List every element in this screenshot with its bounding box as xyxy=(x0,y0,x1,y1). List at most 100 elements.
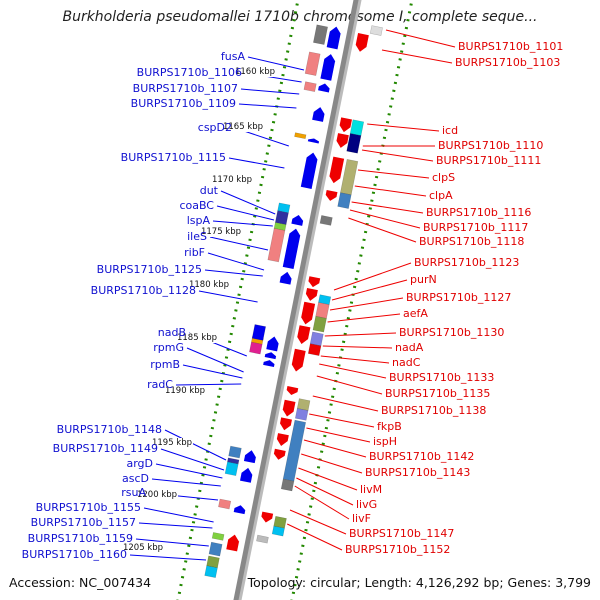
gene-label-left[interactable]: BURPS1710b_1106 xyxy=(136,66,242,79)
forward-gene-arrow[interactable] xyxy=(307,276,321,288)
gene-label-right[interactable]: nadA xyxy=(395,341,424,354)
gene-label-left[interactable]: ascD xyxy=(122,472,149,485)
gene-block[interactable] xyxy=(204,565,218,578)
reverse-gene-arrow[interactable] xyxy=(300,151,319,189)
gene-label-right[interactable]: aefA xyxy=(403,307,428,320)
gene-label-left[interactable]: rsuA xyxy=(121,486,146,499)
forward-gene-arrow[interactable] xyxy=(305,287,318,302)
gene-block[interactable] xyxy=(218,498,232,510)
gene-label-right[interactable]: BURPS1710b_1103 xyxy=(455,56,561,69)
gene-label-right[interactable]: clpS xyxy=(432,171,456,184)
gene-label-left[interactable]: cspD2 xyxy=(197,121,232,134)
gene-label-left[interactable]: argD xyxy=(126,457,153,470)
gene-label-left[interactable]: BURPS1710b_1148 xyxy=(56,423,162,436)
gene-block[interactable] xyxy=(303,81,317,92)
forward-gene-arrow[interactable] xyxy=(328,156,345,185)
gene-label-right[interactable]: livM xyxy=(360,483,383,496)
gene-label-right[interactable]: icd xyxy=(442,124,459,137)
gene-label-left[interactable]: ribF xyxy=(184,246,205,259)
gene-label-right[interactable]: BURPS1710b_1135 xyxy=(385,387,491,400)
gene-block[interactable] xyxy=(282,419,306,482)
gene-label-right[interactable]: BURPS1710b_1123 xyxy=(414,256,520,269)
gene-label-right[interactable]: fkpB xyxy=(377,420,402,433)
gene-label-left[interactable]: BURPS1710b_1157 xyxy=(30,516,136,529)
gene-label-left[interactable]: rpmB xyxy=(150,358,180,371)
gene-label-right[interactable]: BURPS1710b_1143 xyxy=(365,466,471,479)
gene-label-left[interactable]: coaBC xyxy=(179,199,214,212)
gene-block[interactable] xyxy=(227,457,240,465)
gene-label-right[interactable]: BURPS1710b_1117 xyxy=(423,221,529,234)
gene-block[interactable] xyxy=(319,215,333,226)
gene-block[interactable] xyxy=(337,192,352,209)
gene-block[interactable] xyxy=(224,461,239,476)
gene-label-right[interactable]: BURPS1710b_1133 xyxy=(389,371,495,384)
gene-label-right[interactable]: nadC xyxy=(392,356,421,369)
gene-block[interactable] xyxy=(256,534,269,544)
gene-label-right[interactable]: BURPS1710b_1101 xyxy=(458,40,564,53)
gene-label-left[interactable]: BURPS1710b_1125 xyxy=(96,263,202,276)
reverse-gene-arrow[interactable] xyxy=(233,504,246,515)
gene-label-right[interactable]: BURPS1710b_1130 xyxy=(399,326,505,339)
reverse-gene-arrow[interactable] xyxy=(282,228,302,269)
gene-label-right[interactable]: BURPS1710b_1127 xyxy=(406,291,512,304)
forward-gene-arrow[interactable] xyxy=(296,325,311,345)
gene-block[interactable] xyxy=(228,445,242,459)
forward-gene-arrow[interactable] xyxy=(276,433,289,447)
gene-label-right[interactable]: purN xyxy=(410,273,437,286)
gene-block[interactable] xyxy=(294,132,307,140)
reverse-gene-arrow[interactable] xyxy=(326,26,342,50)
gene-label-left[interactable]: BURPS1710b_1115 xyxy=(120,151,226,164)
gene-block[interactable] xyxy=(249,341,263,355)
gene-block[interactable] xyxy=(295,408,309,421)
gene-label-left[interactable]: BURPS1710b_1149 xyxy=(52,442,158,455)
gene-label-left[interactable]: BURPS1710b_1160 xyxy=(21,548,127,561)
gene-label-right[interactable]: ispH xyxy=(373,435,398,448)
reverse-gene-arrow[interactable] xyxy=(263,359,275,368)
gene-label-right[interactable]: BURPS1710b_1116 xyxy=(426,206,532,219)
reverse-gene-arrow[interactable] xyxy=(226,534,240,552)
gene-label-left[interactable]: ileS xyxy=(187,230,207,243)
forward-gene-arrow[interactable] xyxy=(273,448,286,461)
gene-label-left[interactable]: BURPS1710b_1109 xyxy=(130,97,236,110)
gene-block[interactable] xyxy=(313,24,328,45)
reverse-gene-arrow[interactable] xyxy=(266,335,280,352)
forward-gene-arrow[interactable] xyxy=(300,301,316,326)
forward-gene-arrow[interactable] xyxy=(335,133,349,149)
gene-block[interactable] xyxy=(275,210,289,225)
gene-block[interactable] xyxy=(369,25,383,36)
gene-label-left[interactable]: radC xyxy=(147,378,173,391)
reverse-gene-arrow[interactable] xyxy=(318,82,330,93)
gene-block[interactable] xyxy=(315,302,330,319)
forward-gene-arrow[interactable] xyxy=(279,417,292,431)
gene-label-left[interactable]: rpmG xyxy=(153,341,184,354)
gene-block[interactable] xyxy=(267,228,286,263)
forward-gene-arrow[interactable] xyxy=(291,348,306,373)
forward-gene-arrow[interactable] xyxy=(260,511,274,524)
reverse-gene-arrow[interactable] xyxy=(312,106,326,122)
gene-label-left[interactable]: dut xyxy=(199,184,218,197)
gene-block[interactable] xyxy=(304,51,321,76)
gene-label-right[interactable]: BURPS1710b_1138 xyxy=(381,404,487,417)
gene-block[interactable] xyxy=(208,541,223,557)
gene-label-right[interactable]: livF xyxy=(352,512,371,525)
gene-block[interactable] xyxy=(271,525,285,537)
gene-label-right[interactable]: BURPS1710b_1110 xyxy=(438,139,544,152)
forward-gene-arrow[interactable] xyxy=(355,33,369,53)
gene-label-right[interactable]: BURPS1710b_1118 xyxy=(419,235,525,248)
gene-label-right[interactable]: BURPS1710b_1152 xyxy=(345,543,451,556)
gene-label-left[interactable]: BURPS1710b_1128 xyxy=(90,284,196,297)
gene-label-right[interactable]: clpA xyxy=(429,189,453,202)
gene-block[interactable] xyxy=(340,159,359,196)
reverse-gene-arrow[interactable] xyxy=(239,467,254,483)
gene-label-left[interactable]: BURPS1710b_1159 xyxy=(27,532,133,545)
gene-label-right[interactable]: livG xyxy=(356,498,378,511)
reverse-gene-arrow[interactable] xyxy=(279,271,293,285)
gene-block[interactable] xyxy=(251,324,266,341)
gene-label-right[interactable]: BURPS1710b_1147 xyxy=(349,527,455,540)
gene-label-left[interactable]: BURPS1710b_1107 xyxy=(132,82,238,95)
reverse-gene-arrow[interactable] xyxy=(264,351,277,360)
gene-label-right[interactable]: BURPS1710b_1111 xyxy=(436,154,542,167)
forward-gene-arrow[interactable] xyxy=(338,117,352,133)
forward-gene-arrow[interactable] xyxy=(325,189,338,202)
gene-label-left[interactable]: nadB xyxy=(157,326,186,339)
